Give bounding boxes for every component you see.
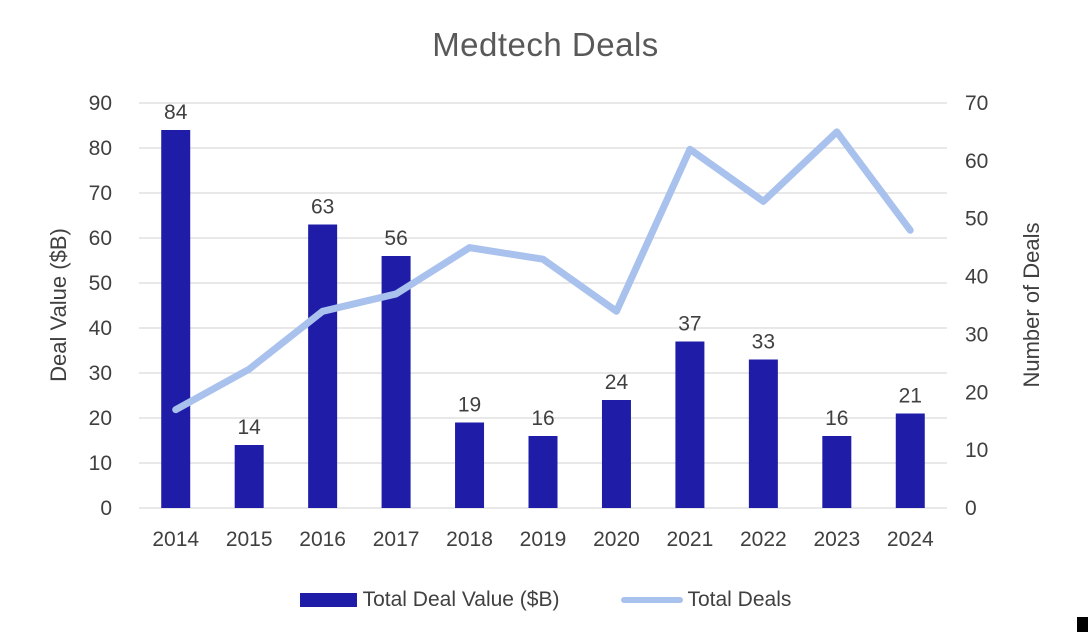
- bar-value-label: 16: [531, 407, 554, 430]
- bar: [528, 436, 558, 508]
- right-axis-tick: 60: [965, 150, 988, 173]
- left-axis-tick: 30: [89, 362, 112, 385]
- bar: [455, 422, 485, 508]
- bar: [822, 436, 852, 508]
- bar: [308, 224, 338, 508]
- left-axis-tick: 50: [89, 272, 112, 295]
- left-axis-tick: 70: [89, 182, 112, 205]
- bar-value-label: 56: [384, 227, 407, 250]
- x-axis-label: 2018: [446, 528, 493, 551]
- legend-label-total-deals: Total Deals: [687, 588, 792, 611]
- right-axis-tick: 50: [965, 208, 988, 231]
- bar: [675, 341, 705, 508]
- x-axis-label: 2017: [373, 528, 420, 551]
- bar-value-label: 33: [752, 331, 775, 354]
- bar-value-label: 16: [825, 407, 848, 430]
- x-axis-label: 2021: [667, 528, 714, 551]
- bar-value-label: 21: [899, 385, 922, 408]
- total-deals-line: [172, 128, 914, 414]
- x-axis-label: 2015: [226, 528, 273, 551]
- x-axis-label: 2023: [813, 528, 860, 551]
- left-axis-tick: 90: [89, 92, 112, 115]
- bar: [748, 359, 778, 508]
- bar: [234, 445, 264, 508]
- right-axis-tick: 10: [965, 439, 988, 462]
- right-axis-title: Number of Deals: [1019, 222, 1045, 387]
- bar-value-label: 84: [164, 101, 188, 124]
- left-axis-title-text: Deal Value ($B): [46, 228, 71, 382]
- bar-value-label: 63: [311, 196, 334, 219]
- x-axis-label: 2019: [520, 528, 567, 551]
- x-axis-label: 2016: [299, 528, 346, 551]
- left-axis-tick: 0: [100, 497, 112, 520]
- bar: [161, 130, 191, 508]
- bar-value-label: 14: [238, 416, 262, 439]
- left-axis-tick: 60: [89, 227, 112, 250]
- legend-line-swatch: [621, 597, 684, 603]
- left-axis-tick: 40: [89, 317, 112, 340]
- bar: [601, 400, 631, 508]
- chart-title: Medtech Deals: [432, 26, 659, 63]
- left-axis-title: Deal Value ($B): [46, 228, 72, 382]
- bar-value-label: 37: [678, 313, 701, 336]
- left-axis-tick: 20: [89, 407, 112, 430]
- right-axis-tick: 40: [965, 266, 988, 289]
- bar-value-label: 24: [605, 371, 629, 394]
- right-axis-tick: 70: [965, 92, 988, 115]
- left-axis-tick: 80: [89, 137, 112, 160]
- legend-item-deal-value: Total Deal Value ($B): [299, 588, 560, 612]
- right-axis-tick: 30: [965, 323, 988, 346]
- bar-value-label: 19: [458, 394, 481, 417]
- left-axis-tick: 10: [89, 452, 112, 475]
- bar: [895, 413, 925, 508]
- x-axis-label: 2024: [887, 528, 934, 551]
- x-axis-label: 2014: [152, 528, 199, 551]
- screen-corner-artifact: [1077, 617, 1088, 632]
- x-axis-label: 2020: [593, 528, 640, 551]
- right-axis-tick: 0: [965, 497, 977, 520]
- x-axis-label: 2022: [740, 528, 787, 551]
- right-axis-tick: 20: [965, 381, 988, 404]
- legend-label-deal-value: Total Deal Value ($B): [362, 588, 560, 611]
- legend-item-total-deals: Total Deals: [621, 588, 791, 612]
- legend-bar-swatch: [299, 593, 357, 607]
- legend: Total Deal Value ($B) Total Deals: [0, 588, 1091, 612]
- right-axis-title-text: Number of Deals: [1019, 222, 1044, 388]
